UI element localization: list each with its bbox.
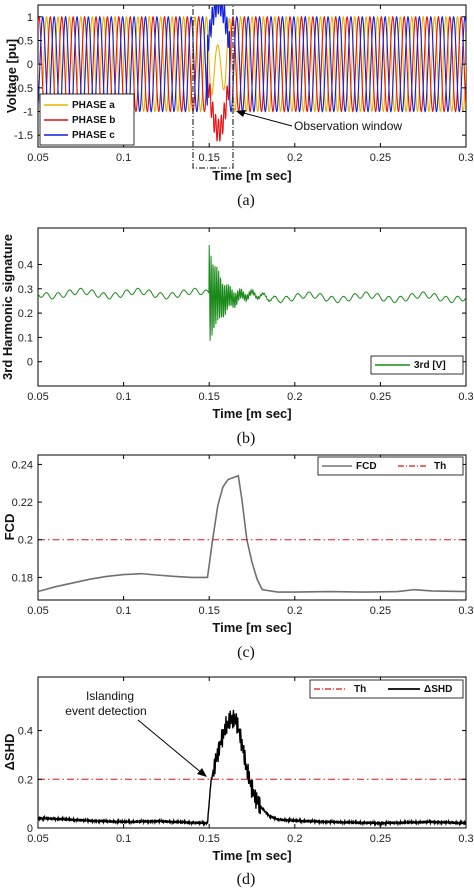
series-line-dshd (38, 709, 466, 827)
x-tick-label: 0.1 (116, 391, 131, 403)
panel-b-series (38, 245, 466, 341)
x-tick-label: 0.3 (458, 605, 473, 617)
panel-a-legend: PHASE a PHASE b PHASE c (39, 93, 135, 146)
panel-c: 0.24 0.22 0.2 0.18 0.05 0.1 0.15 0.2 0.25 0.3 FC… (2, 454, 474, 661)
panel-b: 0.4 0.3 0.2 0.1 0 0.05 0.1 0.15 0.2 0.25 0.3 3rd … (0, 227, 474, 447)
observation-window-label: Observation window (294, 119, 402, 133)
legend-label-phase-c: PHASE c (72, 130, 115, 141)
x-tick-label: 0.2 (287, 605, 302, 617)
panel-d-legend: Th ΔSHD (309, 679, 464, 699)
islanding-arrowhead (197, 768, 207, 777)
x-tick-label: 0.2 (287, 152, 302, 164)
panel-b-caption: (b) (237, 430, 256, 447)
panel-d-yticks: 0.4 0.2 0 (18, 726, 466, 835)
x-tick-label: 0.2 (287, 833, 302, 845)
panel-c-series (38, 474, 466, 593)
observation-window-arrow (239, 111, 293, 127)
panel-a-xlabel: Time [m sec] (212, 168, 291, 183)
y-tick-label: 0.5 (18, 36, 33, 48)
x-tick-label: 0.15 (198, 391, 219, 403)
x-tick-label: 0.25 (370, 833, 391, 845)
y-tick-label: 0 (27, 357, 33, 369)
legend-label-fcd: FCD (356, 461, 377, 472)
panel-b-yticks: 0.4 0.3 0.2 0.1 0 (18, 259, 466, 369)
panel-a-xticks: 0.05 0.1 0.15 0.2 0.25 0.3 (27, 5, 474, 164)
y-tick-label: 0.2 (18, 535, 33, 547)
panel-c-xticks: 0.05 0.1 0.15 0.2 0.25 0.3 (27, 455, 474, 617)
panel-b-legend: 3rd [V] (370, 355, 464, 375)
panel-c-yticks: 0.24 0.22 0.2 0.18 (12, 459, 466, 584)
y-tick-label: 0.1 (18, 332, 33, 344)
x-tick-label: 0.05 (27, 152, 48, 164)
panel-d-series (38, 709, 466, 827)
y-tick-label: 0.3 (18, 284, 33, 296)
panel-c-caption: (c) (237, 644, 255, 661)
islanding-arrow (137, 719, 204, 775)
x-tick-label: 0.15 (198, 833, 219, 845)
panel-c-ylabel: FCD (2, 514, 17, 541)
panel-d-caption: (d) (237, 871, 256, 888)
x-tick-label: 0.25 (370, 605, 391, 617)
x-tick-label: 0.05 (27, 605, 48, 617)
y-tick-label: 0.22 (12, 497, 33, 509)
panel-d-ylabel: ΔSHD (2, 734, 17, 771)
x-tick-label: 0.1 (116, 152, 131, 164)
panel-c-xlabel: Time [m sec] (212, 620, 291, 635)
islanding-annotation-line2: event detection (65, 704, 146, 718)
x-tick-label: 0.15 (198, 152, 219, 164)
panel-d: 0.4 0.2 0 0.05 0.1 0.15 0.2 0.25 0.3 ΔSHD Time … (2, 676, 474, 888)
y-tick-label: 0.4 (18, 259, 33, 271)
x-tick-label: 0.1 (116, 605, 131, 617)
legend-label-phase-b: PHASE b (72, 115, 115, 126)
y-tick-label: 0 (27, 59, 33, 71)
x-tick-label: 0.3 (458, 391, 473, 403)
panel-b-ylabel: 3rd Harmonic signature (0, 234, 15, 380)
x-tick-label: 0.15 (198, 605, 219, 617)
x-tick-label: 0.3 (458, 152, 473, 164)
y-tick-label: 1 (27, 12, 33, 24)
legend-label-th-d: Th (354, 684, 366, 695)
panel-d-axes (37, 676, 467, 829)
y-tick-label: 0.18 (12, 572, 33, 584)
y-tick-label: 0.2 (18, 308, 33, 320)
y-tick-label: 0.4 (18, 726, 33, 738)
y-tick-label: 0 (27, 823, 33, 835)
panel-a: 1 0.5 0 -0.5 -1 -1.5 0.05 0.1 0.15 0.2 0.25 0.3 Vo… (4, 4, 474, 209)
panel-a-ylabel: Voltage [pu] (4, 39, 19, 113)
islanding-annotation-line1: Islanding (86, 689, 134, 703)
x-tick-label: 0.05 (27, 391, 48, 403)
series-line-phase-c (38, 5, 466, 113)
legend-label-dshd: ΔSHD (424, 684, 452, 695)
panel-d-xticks: 0.05 0.1 0.15 0.2 0.25 0.3 (27, 677, 474, 845)
y-tick-label: 0.2 (18, 774, 33, 786)
panel-b-xticks: 0.05 0.1 0.15 0.2 0.25 0.3 (27, 228, 474, 403)
y-tick-label: -1 (23, 107, 33, 119)
panel-c-legend: FCD Th (317, 456, 464, 476)
x-tick-label: 0.25 (370, 391, 391, 403)
legend-label-th-c: Th (434, 461, 446, 472)
x-tick-label: 0.05 (27, 833, 48, 845)
panel-a-yticks: 1 0.5 0 -0.5 -1 -1.5 (14, 12, 466, 142)
panel-d-xlabel: Time [m sec] (212, 848, 291, 863)
x-tick-label: 0.25 (370, 152, 391, 164)
x-tick-label: 0.1 (116, 833, 131, 845)
y-tick-label: 0.24 (12, 459, 33, 471)
legend-label-3rd: 3rd [V] (414, 360, 446, 371)
observation-window-box (192, 4, 234, 169)
series-line-fcd (38, 474, 466, 593)
panel-c-axes (37, 454, 467, 601)
legend-label-phase-a: PHASE a (72, 100, 115, 111)
x-tick-label: 0.3 (458, 833, 473, 845)
panel-a-caption: (a) (237, 192, 255, 209)
panel-b-xlabel: Time [m sec] (212, 406, 291, 421)
y-tick-label: -1.5 (14, 130, 33, 142)
series-line-3rd (38, 245, 466, 341)
y-tick-label: -0.5 (14, 83, 33, 95)
x-tick-label: 0.2 (287, 391, 302, 403)
observation-window-arrowhead (236, 110, 246, 117)
